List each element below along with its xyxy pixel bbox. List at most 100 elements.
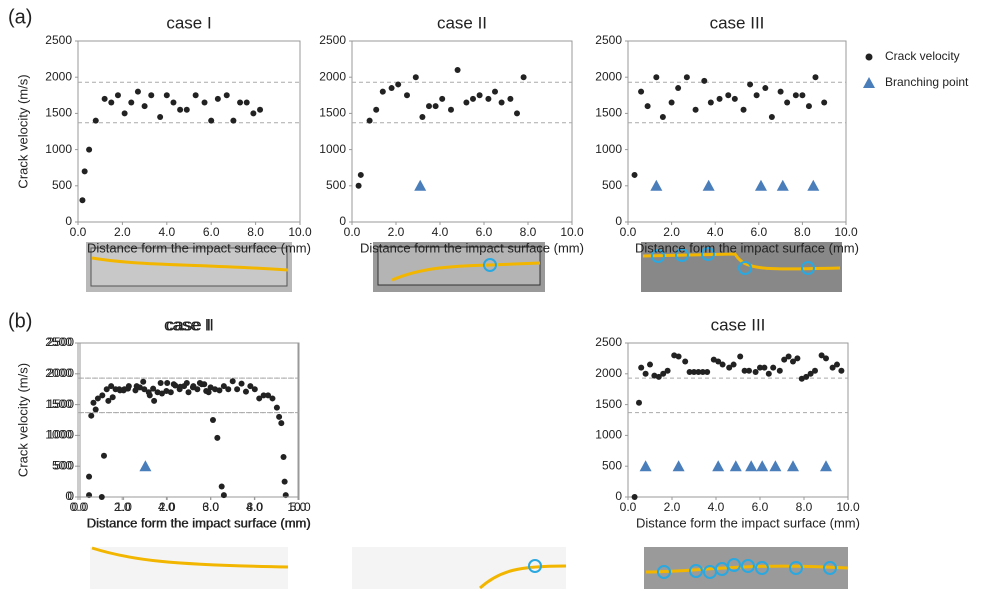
data-point [715, 358, 722, 365]
data-point [753, 92, 760, 99]
legend-marker [863, 77, 875, 88]
data-point [108, 99, 115, 106]
x-tick-label: 2.0 [159, 500, 176, 514]
data-point [664, 367, 671, 374]
data-point [805, 103, 812, 110]
data-point [164, 380, 171, 387]
data-point [799, 92, 806, 99]
data-point [498, 99, 505, 106]
x-tick-label: 6.0 [203, 225, 220, 239]
data-point [278, 420, 285, 427]
y-axis-label: Crack velocity (m/s) [15, 363, 30, 477]
data-point [821, 99, 828, 106]
y-tick-label: 2500 [47, 335, 74, 349]
data-point [133, 383, 140, 390]
data-point [419, 114, 426, 121]
data-point [638, 88, 645, 95]
data-point [208, 117, 215, 124]
crack-images [86, 242, 849, 589]
data-point [675, 353, 682, 360]
data-point [812, 74, 819, 81]
data-point [134, 88, 141, 95]
data-point [823, 355, 829, 362]
y-tick-label: 2500 [45, 33, 72, 47]
data-point [170, 381, 177, 388]
data-point [747, 81, 754, 88]
data-point [251, 386, 258, 393]
y-tick-label: 2000 [595, 69, 622, 83]
x-tick-label: 10.0 [288, 225, 312, 239]
data-point [838, 367, 845, 374]
branching-point [745, 460, 758, 472]
x-tick-label: 0.0 [70, 225, 87, 239]
data-point [229, 378, 236, 385]
data-point [260, 392, 267, 399]
x-tick-label: 0.0 [620, 225, 637, 239]
branching-point [672, 460, 685, 472]
data-point [250, 110, 257, 117]
data-point [644, 103, 651, 110]
data-point [807, 370, 814, 377]
x-tick-label: 4.0 [158, 500, 175, 514]
data-point [124, 385, 131, 392]
branching-point [139, 460, 152, 472]
y-tick-label: 0 [339, 214, 346, 228]
data-point [92, 117, 99, 124]
data-point [218, 483, 225, 490]
data-point [636, 399, 642, 406]
data-point [638, 364, 645, 371]
y-axis-label: Crack velocity (m/s) [15, 74, 30, 188]
y-tick-label: 0 [615, 489, 622, 503]
data-point [699, 368, 706, 375]
y-tick-label: 1500 [47, 397, 74, 411]
data-point [692, 106, 699, 113]
x-tick-label: 4.0 [432, 225, 449, 239]
data-point [682, 358, 689, 365]
data-point [355, 182, 362, 189]
data-point [695, 368, 702, 375]
data-point [81, 168, 88, 175]
y-tick-label: 1500 [595, 106, 622, 120]
data-point [366, 117, 373, 124]
data-point [726, 364, 733, 371]
y-tick-label: 0 [67, 489, 74, 503]
data-point [234, 386, 241, 393]
data-point [463, 99, 470, 106]
x-tick-label: 8.0 [247, 225, 264, 239]
data-point [746, 367, 752, 374]
data-point [265, 392, 272, 399]
data-point [704, 368, 711, 375]
data-point [86, 146, 93, 153]
data-point [686, 368, 693, 375]
data-point [412, 74, 419, 81]
data-point [470, 95, 476, 102]
data-point [770, 364, 777, 371]
plot-frame [77, 342, 300, 498]
x-tick-label: 4.0 [158, 225, 175, 239]
x-tick-label: 8.0 [796, 500, 813, 514]
x-tick-label: 2.0 [114, 500, 131, 514]
data-point [170, 99, 177, 106]
branching-point [769, 460, 782, 472]
x-tick-label: 0.0 [620, 500, 637, 514]
y-tick-label: 500 [52, 458, 72, 472]
x-tick-label: 10.0 [834, 225, 858, 239]
data-point [829, 364, 836, 371]
data-point [520, 74, 527, 81]
branching-point [650, 179, 663, 191]
data-point [675, 85, 682, 92]
data-point [454, 66, 461, 73]
data-point [238, 380, 245, 387]
y-tick-label: 2500 [595, 33, 622, 47]
branching-point [820, 460, 832, 472]
data-point [243, 99, 250, 106]
x-tick-label: 0.0 [344, 225, 361, 239]
x-tick-label: 8.0 [794, 225, 811, 239]
panel-label: (b) [8, 310, 32, 332]
y-tick-label: 2500 [45, 335, 72, 349]
data-point [216, 387, 223, 394]
x-axis-label: Distance form the impact surface (mm) [635, 240, 859, 255]
y-tick-label: 2000 [319, 69, 346, 83]
data-point [151, 397, 158, 404]
data-point [707, 99, 714, 106]
